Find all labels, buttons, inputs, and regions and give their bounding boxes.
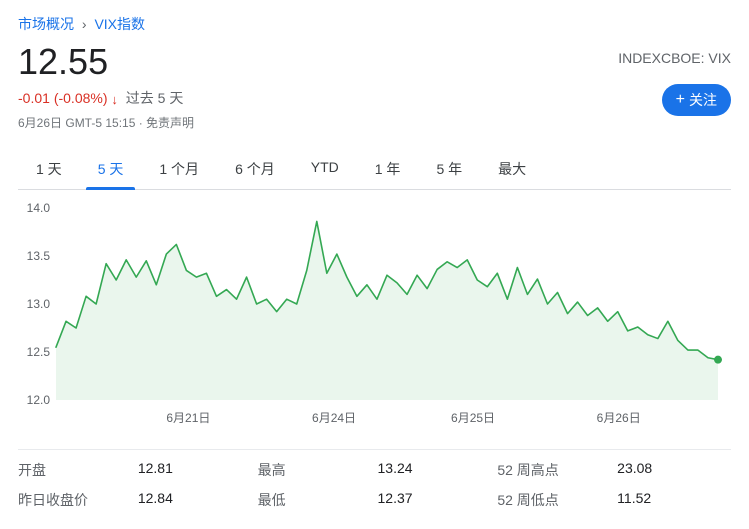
price-change-period: 过去 5 天 — [126, 90, 184, 106]
stat-open-label: 开盘 — [18, 460, 132, 480]
stat-low-label: 最低 — [258, 490, 372, 510]
svg-text:6月26日: 6月26日 — [597, 411, 641, 425]
stat-high-value: 13.24 — [378, 460, 492, 480]
timestamp-disclaimer: 6月26日 GMT-5 15:15 · 免责声明 — [18, 114, 194, 131]
stats-grid: 开盘 12.81 最高 13.24 52 周高点 23.08 昨日收盘价 12.… — [18, 449, 731, 510]
ticker-symbol: INDEXCBOE: VIX — [618, 50, 731, 66]
breadcrumb-current[interactable]: VIX指数 — [94, 16, 145, 32]
svg-text:14.0: 14.0 — [27, 201, 51, 215]
tab-0[interactable]: 1 天 — [18, 149, 80, 189]
follow-button[interactable]: + 关注 — [662, 84, 731, 116]
follow-button-label: 关注 — [689, 90, 717, 110]
price-change-pct: (-0.08%) — [54, 90, 108, 106]
tab-4[interactable]: YTD — [293, 149, 357, 189]
price-change-abs: -0.01 — [18, 90, 50, 106]
stat-high-label: 最高 — [258, 460, 372, 480]
stat-52wh-label: 52 周高点 — [497, 460, 611, 480]
svg-text:13.5: 13.5 — [27, 249, 51, 263]
stat-52wl-value: 11.52 — [617, 490, 731, 510]
tab-5[interactable]: 1 年 — [357, 149, 419, 189]
svg-text:12.5: 12.5 — [27, 345, 51, 359]
tab-7[interactable]: 最大 — [480, 149, 544, 189]
plus-icon: + — [676, 92, 685, 108]
tab-6[interactable]: 5 年 — [418, 149, 480, 189]
stat-52wl-label: 52 周低点 — [497, 490, 611, 510]
breadcrumb-separator: › — [82, 16, 87, 32]
chart-svg: 12.0 12.5 13.0 13.5 14.0 6月21日 6月24日 6月25日 6月26日 — [18, 200, 731, 435]
tab-2[interactable]: 1 个月 — [141, 149, 217, 189]
svg-text:6月25日: 6月25日 — [451, 411, 495, 425]
tab-1[interactable]: 5 天 — [80, 149, 142, 189]
breadcrumb: 市场概况 › VIX指数 — [18, 14, 731, 34]
stat-low-value: 12.37 — [378, 490, 492, 510]
price-value: 12.55 — [18, 42, 194, 82]
timeframe-tabs: 1 天5 天1 个月6 个月YTD1 年5 年最大 — [18, 149, 731, 190]
price-change-arrow-icon: ↓ — [111, 91, 118, 106]
breadcrumb-root[interactable]: 市场概况 — [18, 16, 74, 32]
stat-open-value: 12.81 — [138, 460, 252, 480]
svg-text:13.0: 13.0 — [27, 297, 51, 311]
svg-text:6月24日: 6月24日 — [312, 411, 356, 425]
stat-prev-label: 昨日收盘价 — [18, 490, 132, 510]
tab-3[interactable]: 6 个月 — [217, 149, 293, 189]
svg-text:6月21日: 6月21日 — [166, 411, 210, 425]
price-chart[interactable]: 12.0 12.5 13.0 13.5 14.0 6月21日 6月24日 6月25日 6月26日 — [18, 200, 731, 435]
stat-prev-value: 12.84 — [138, 490, 252, 510]
svg-text:12.0: 12.0 — [27, 393, 51, 407]
stat-52wh-value: 23.08 — [617, 460, 731, 480]
